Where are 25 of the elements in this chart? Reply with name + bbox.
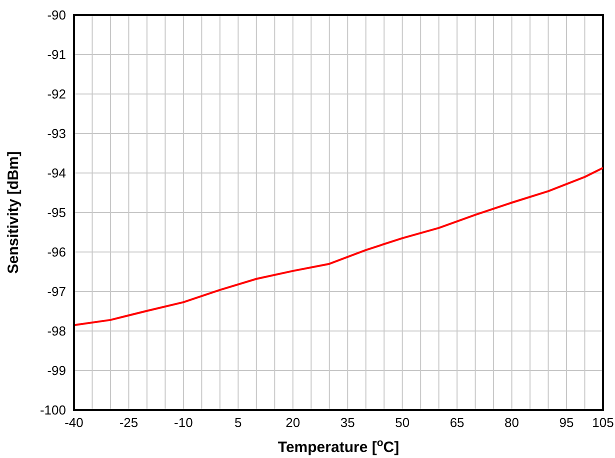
line-series: [74, 166, 603, 326]
y-tick-label: -95: [47, 205, 66, 220]
x-axis-title: Temperature [$^{o}$C]: [278, 437, 400, 456]
y-axis-title: Sensitivity [dBm]: [5, 151, 22, 274]
y-tick-label: -100: [40, 402, 66, 418]
y-tick-label: -90: [47, 8, 66, 23]
x-tick-label: -40: [64, 415, 84, 430]
x-tick-label: -10: [174, 415, 193, 430]
x-tick-label: -25: [119, 415, 138, 430]
y-tick-label: -96: [47, 244, 66, 260]
y-tick-label: -98: [47, 324, 66, 339]
x-tick-label: 20: [286, 415, 300, 430]
y-tick-label: -97: [47, 284, 66, 300]
x-tick-label: 95: [559, 415, 574, 430]
y-tick-label: -92: [47, 86, 66, 102]
x-tick-label: 35: [340, 415, 355, 430]
x-tick-label: 5: [234, 415, 242, 430]
x-tick-label: 50: [395, 415, 410, 430]
y-tick-label: -94: [47, 166, 66, 181]
y-tick-label: -93: [47, 126, 66, 142]
x-tick-label: 80: [504, 415, 520, 430]
y-tick-label: -91: [47, 47, 66, 62]
x-tick-label: 105: [592, 415, 614, 430]
y-tick-label: -99: [47, 363, 66, 378]
x-tick-label: 65: [450, 415, 464, 430]
